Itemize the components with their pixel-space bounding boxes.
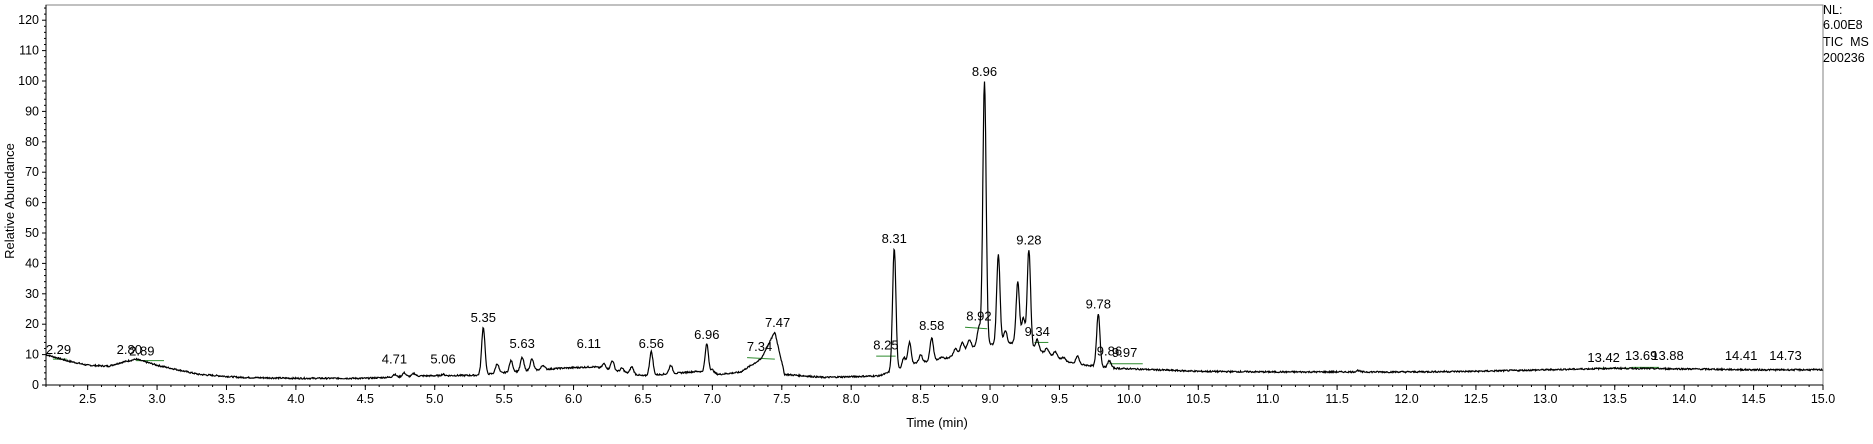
x-tick-label: 11.5	[1325, 392, 1348, 406]
x-tick-label: 9.5	[1051, 392, 1068, 406]
y-tick-label: 60	[25, 196, 39, 210]
peak-label: 8.58	[919, 318, 944, 333]
y-tick-label: 110	[19, 44, 39, 58]
y-tick-label: 0	[32, 378, 39, 392]
peak-label: 5.35	[471, 310, 496, 325]
peak-label: 13.42	[1587, 350, 1620, 365]
peak-label: 2.80	[117, 342, 142, 357]
y-tick-label: 80	[25, 135, 39, 149]
baseline-marks	[52, 326, 1660, 369]
tic-trace	[45, 81, 1824, 381]
x-tick-label: 13.0	[1533, 392, 1557, 406]
peak-label: 9.97	[1112, 345, 1137, 360]
y-tick-label: 120	[18, 13, 39, 27]
peak-label: 9.34	[1025, 324, 1050, 339]
y-tick-label: 40	[25, 256, 39, 270]
x-tick-label: 5.5	[495, 392, 512, 406]
x-axis: 2.5 3.0 3.5 4.0 4.5 5.0 5.5 6.0 6.5 7.0 7.5 8.0 8.5 9…	[45, 384, 1835, 406]
x-tick-label: 12.0	[1394, 392, 1418, 406]
x-tick-label: 14.0	[1672, 392, 1696, 406]
x-tick-label: 11.0	[1256, 392, 1279, 406]
peak-label: 8.31	[882, 231, 907, 246]
y-tick-label: 50	[25, 226, 39, 240]
x-tick-label: 13.5	[1603, 392, 1627, 406]
peak-label: 8.96	[972, 64, 997, 79]
x-axis-title: Time (min)	[906, 415, 968, 430]
peak-label: 6.11	[577, 336, 601, 351]
peak-label: 5.06	[430, 351, 455, 366]
x-tick-label: 14.5	[1741, 392, 1765, 406]
peak-label: 5.63	[510, 336, 535, 351]
y-tick-label: 30	[25, 287, 39, 301]
x-tick-label: 9.0	[981, 392, 998, 406]
x-tick-label: 3.5	[218, 392, 235, 406]
x-tick-label: 15.0	[1811, 392, 1835, 406]
y-tick-label: 20	[25, 317, 39, 331]
info-nl-value: 6.00E8	[1823, 18, 1863, 32]
baseline-mark	[965, 326, 988, 330]
peak-label: 4.71	[382, 351, 407, 366]
x-tick-label: 10.0	[1117, 392, 1141, 406]
peak-label: 8.25	[873, 338, 898, 353]
info-file-id: 200236	[1823, 51, 1865, 65]
x-tick-label: 4.0	[287, 392, 304, 406]
x-tick-label: 3.0	[148, 392, 165, 406]
y-tick-label: 10	[25, 348, 39, 362]
peak-label: 9.28	[1016, 233, 1041, 248]
x-tick-label: 8.0	[843, 392, 860, 406]
peak-label: 9.78	[1086, 297, 1111, 312]
peak-label: 7.34	[747, 339, 772, 354]
peak-label: 2.89	[129, 344, 154, 359]
x-tick-label: 7.5	[773, 392, 790, 406]
y-tick-label: 100	[18, 74, 39, 88]
x-tick-label: 2.5	[79, 392, 96, 406]
peak-label: 6.56	[639, 336, 664, 351]
info-nl-label: NL:	[1823, 3, 1842, 17]
y-axis-title: Relative Abundance	[2, 143, 17, 259]
peak-label: 8.92	[966, 309, 991, 324]
y-tick-label: 90	[25, 104, 39, 118]
x-tick-label: 7.0	[704, 392, 721, 406]
peak-labels: 2.29 2.802.89 4.71 5.06 5.35 5.63 6.11 6.56 6.96…	[46, 64, 1802, 366]
x-tick-label: 4.5	[357, 392, 374, 406]
peak-label: 14.41	[1725, 348, 1758, 363]
peak-label: 13.69	[1625, 348, 1658, 363]
peak-label: 7.47	[765, 315, 790, 330]
x-tick-label: 12.5	[1464, 392, 1488, 406]
x-tick-label: 5.0	[426, 392, 443, 406]
peak-label: 6.96	[694, 327, 719, 342]
x-tick-label: 10.5	[1186, 392, 1210, 406]
peak-label: 9.86	[1097, 344, 1122, 359]
peak-label: 14.73	[1769, 348, 1802, 363]
peak-label: 2.29	[46, 342, 71, 357]
info-scan-filter: TIC MS	[1823, 35, 1869, 49]
peak-label: 13.88	[1651, 348, 1684, 363]
y-axis: 0 10 20 30 40 50 60 70 80 90 100 110 120	[18, 5, 47, 392]
x-tick-label: 6.0	[565, 392, 582, 406]
x-tick-label: 8.5	[912, 392, 929, 406]
y-tick-label: 70	[25, 165, 39, 179]
x-tick-label: 6.5	[634, 392, 651, 406]
